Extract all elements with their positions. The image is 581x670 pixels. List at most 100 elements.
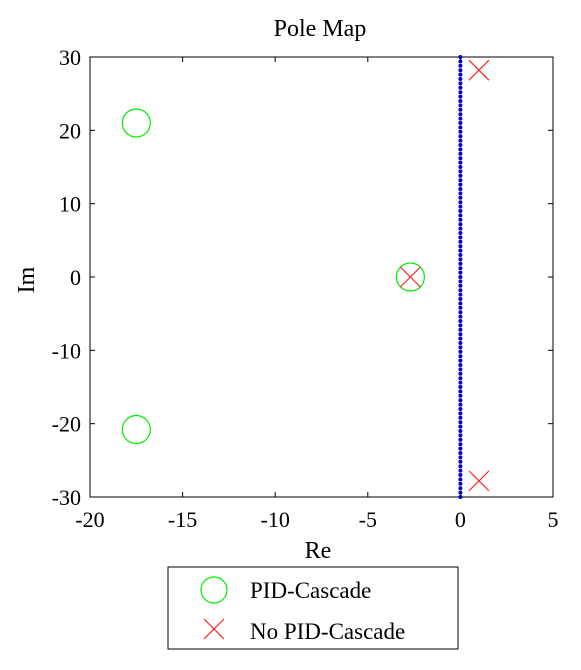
pole-dot bbox=[458, 288, 463, 293]
pole-dot bbox=[458, 319, 463, 323]
x-axis-title: Re bbox=[305, 538, 332, 564]
pole-dot bbox=[458, 367, 463, 372]
pole-dot bbox=[458, 301, 463, 306]
pole-dot bbox=[458, 451, 463, 455]
pole-dot bbox=[458, 407, 463, 411]
pole-dot bbox=[458, 151, 463, 156]
pole-dot bbox=[458, 125, 463, 130]
legend-entry-no-pid-cascade: No PID-Cascade bbox=[250, 619, 405, 644]
y-tick-label: 30 bbox=[59, 45, 81, 70]
pole-dot bbox=[458, 376, 463, 381]
y-tick-label: 20 bbox=[59, 118, 81, 143]
pole-dot bbox=[458, 178, 463, 183]
pole-marker-circle bbox=[121, 108, 151, 138]
pole-dot bbox=[458, 473, 463, 477]
pole-marker-x bbox=[399, 266, 421, 288]
pole-dot bbox=[458, 248, 463, 253]
y-axis-title: Im bbox=[14, 266, 40, 293]
pole-dot bbox=[458, 213, 463, 218]
x-tick-label: 0 bbox=[455, 507, 466, 532]
plot-frame bbox=[89, 56, 554, 498]
pole-dot bbox=[458, 266, 463, 271]
x-tick-label: -10 bbox=[261, 507, 290, 532]
pole-dot bbox=[458, 446, 463, 451]
pole-dot bbox=[458, 270, 463, 275]
pole-dot bbox=[458, 239, 463, 244]
pole-dot bbox=[458, 143, 463, 147]
pole-dot bbox=[458, 332, 463, 337]
pole-dot bbox=[458, 169, 463, 174]
pole-dot bbox=[458, 327, 463, 332]
pole-dot bbox=[458, 420, 463, 425]
pole-dot bbox=[458, 354, 463, 359]
pole-dot bbox=[458, 81, 463, 86]
legend-box bbox=[167, 566, 459, 650]
pole-dot bbox=[458, 209, 463, 213]
pole-dot bbox=[458, 314, 463, 319]
pole-dot bbox=[458, 217, 463, 222]
imaginary-axis-poles bbox=[458, 55, 463, 499]
pole-dot bbox=[458, 345, 463, 350]
pole-dot bbox=[458, 363, 463, 367]
pole-dot bbox=[458, 437, 463, 442]
pole-dot bbox=[458, 358, 463, 363]
pole-dot bbox=[458, 160, 463, 165]
pole-dot bbox=[458, 134, 463, 139]
pole-dot bbox=[458, 297, 463, 301]
pole-dot bbox=[458, 429, 463, 433]
chart-title: Pole Map bbox=[274, 16, 367, 42]
pole-marker-x bbox=[468, 470, 490, 492]
pole-dot bbox=[458, 279, 463, 284]
pole-dot bbox=[458, 433, 463, 438]
plot-area bbox=[89, 55, 554, 499]
pole-dot bbox=[458, 305, 463, 310]
pole-dot bbox=[458, 63, 463, 68]
pole-dot bbox=[458, 85, 463, 90]
pole-dot bbox=[458, 191, 463, 196]
pole-marker-circle bbox=[121, 414, 151, 445]
pole-dot bbox=[458, 261, 463, 266]
pole-dot bbox=[458, 231, 463, 235]
series-no-pid-cascade bbox=[399, 59, 490, 492]
pole-dot bbox=[458, 94, 463, 99]
pole-dot bbox=[458, 244, 463, 249]
pole-dot bbox=[458, 402, 463, 407]
x-tick-label: -20 bbox=[75, 507, 104, 532]
pole-dot bbox=[458, 415, 463, 420]
pole-marker-x bbox=[468, 59, 490, 81]
pole-dot bbox=[458, 112, 463, 117]
y-tick-label: 10 bbox=[59, 192, 81, 217]
pole-dot bbox=[458, 138, 463, 143]
pole-dot bbox=[458, 257, 463, 262]
pole-dot bbox=[458, 477, 463, 482]
pole-dot bbox=[458, 481, 463, 486]
pole-dot bbox=[458, 103, 463, 108]
pole-dot bbox=[458, 156, 463, 161]
pole-dot bbox=[458, 464, 463, 469]
pole-dot bbox=[458, 68, 463, 73]
pole-dot bbox=[458, 90, 463, 95]
pole-dot bbox=[458, 389, 463, 394]
pole-dot bbox=[458, 385, 463, 389]
legend-circle-marker-icon bbox=[200, 576, 228, 604]
pole-dot bbox=[458, 323, 463, 328]
pole-dot bbox=[458, 72, 463, 77]
pole-dot bbox=[458, 398, 463, 403]
pole-dot bbox=[458, 107, 463, 112]
pole-dot bbox=[458, 349, 463, 354]
pole-dot bbox=[458, 165, 463, 169]
pole-dot bbox=[458, 226, 463, 231]
pole-dot bbox=[458, 121, 463, 125]
pole-dot bbox=[458, 459, 463, 464]
pole-dot bbox=[458, 455, 463, 460]
y-tick-label: -30 bbox=[52, 485, 81, 510]
y-axis-ticks: -30 -20 -10 0 10 20 30 bbox=[52, 45, 553, 510]
pole-dot bbox=[458, 129, 463, 134]
series-pid-cascade bbox=[121, 108, 425, 445]
pole-dot bbox=[458, 200, 463, 205]
pole-dot bbox=[458, 371, 463, 376]
pole-dot bbox=[458, 424, 463, 429]
pole-dot bbox=[458, 310, 463, 315]
pole-dot bbox=[458, 336, 463, 341]
y-tick-label: -20 bbox=[52, 412, 81, 437]
